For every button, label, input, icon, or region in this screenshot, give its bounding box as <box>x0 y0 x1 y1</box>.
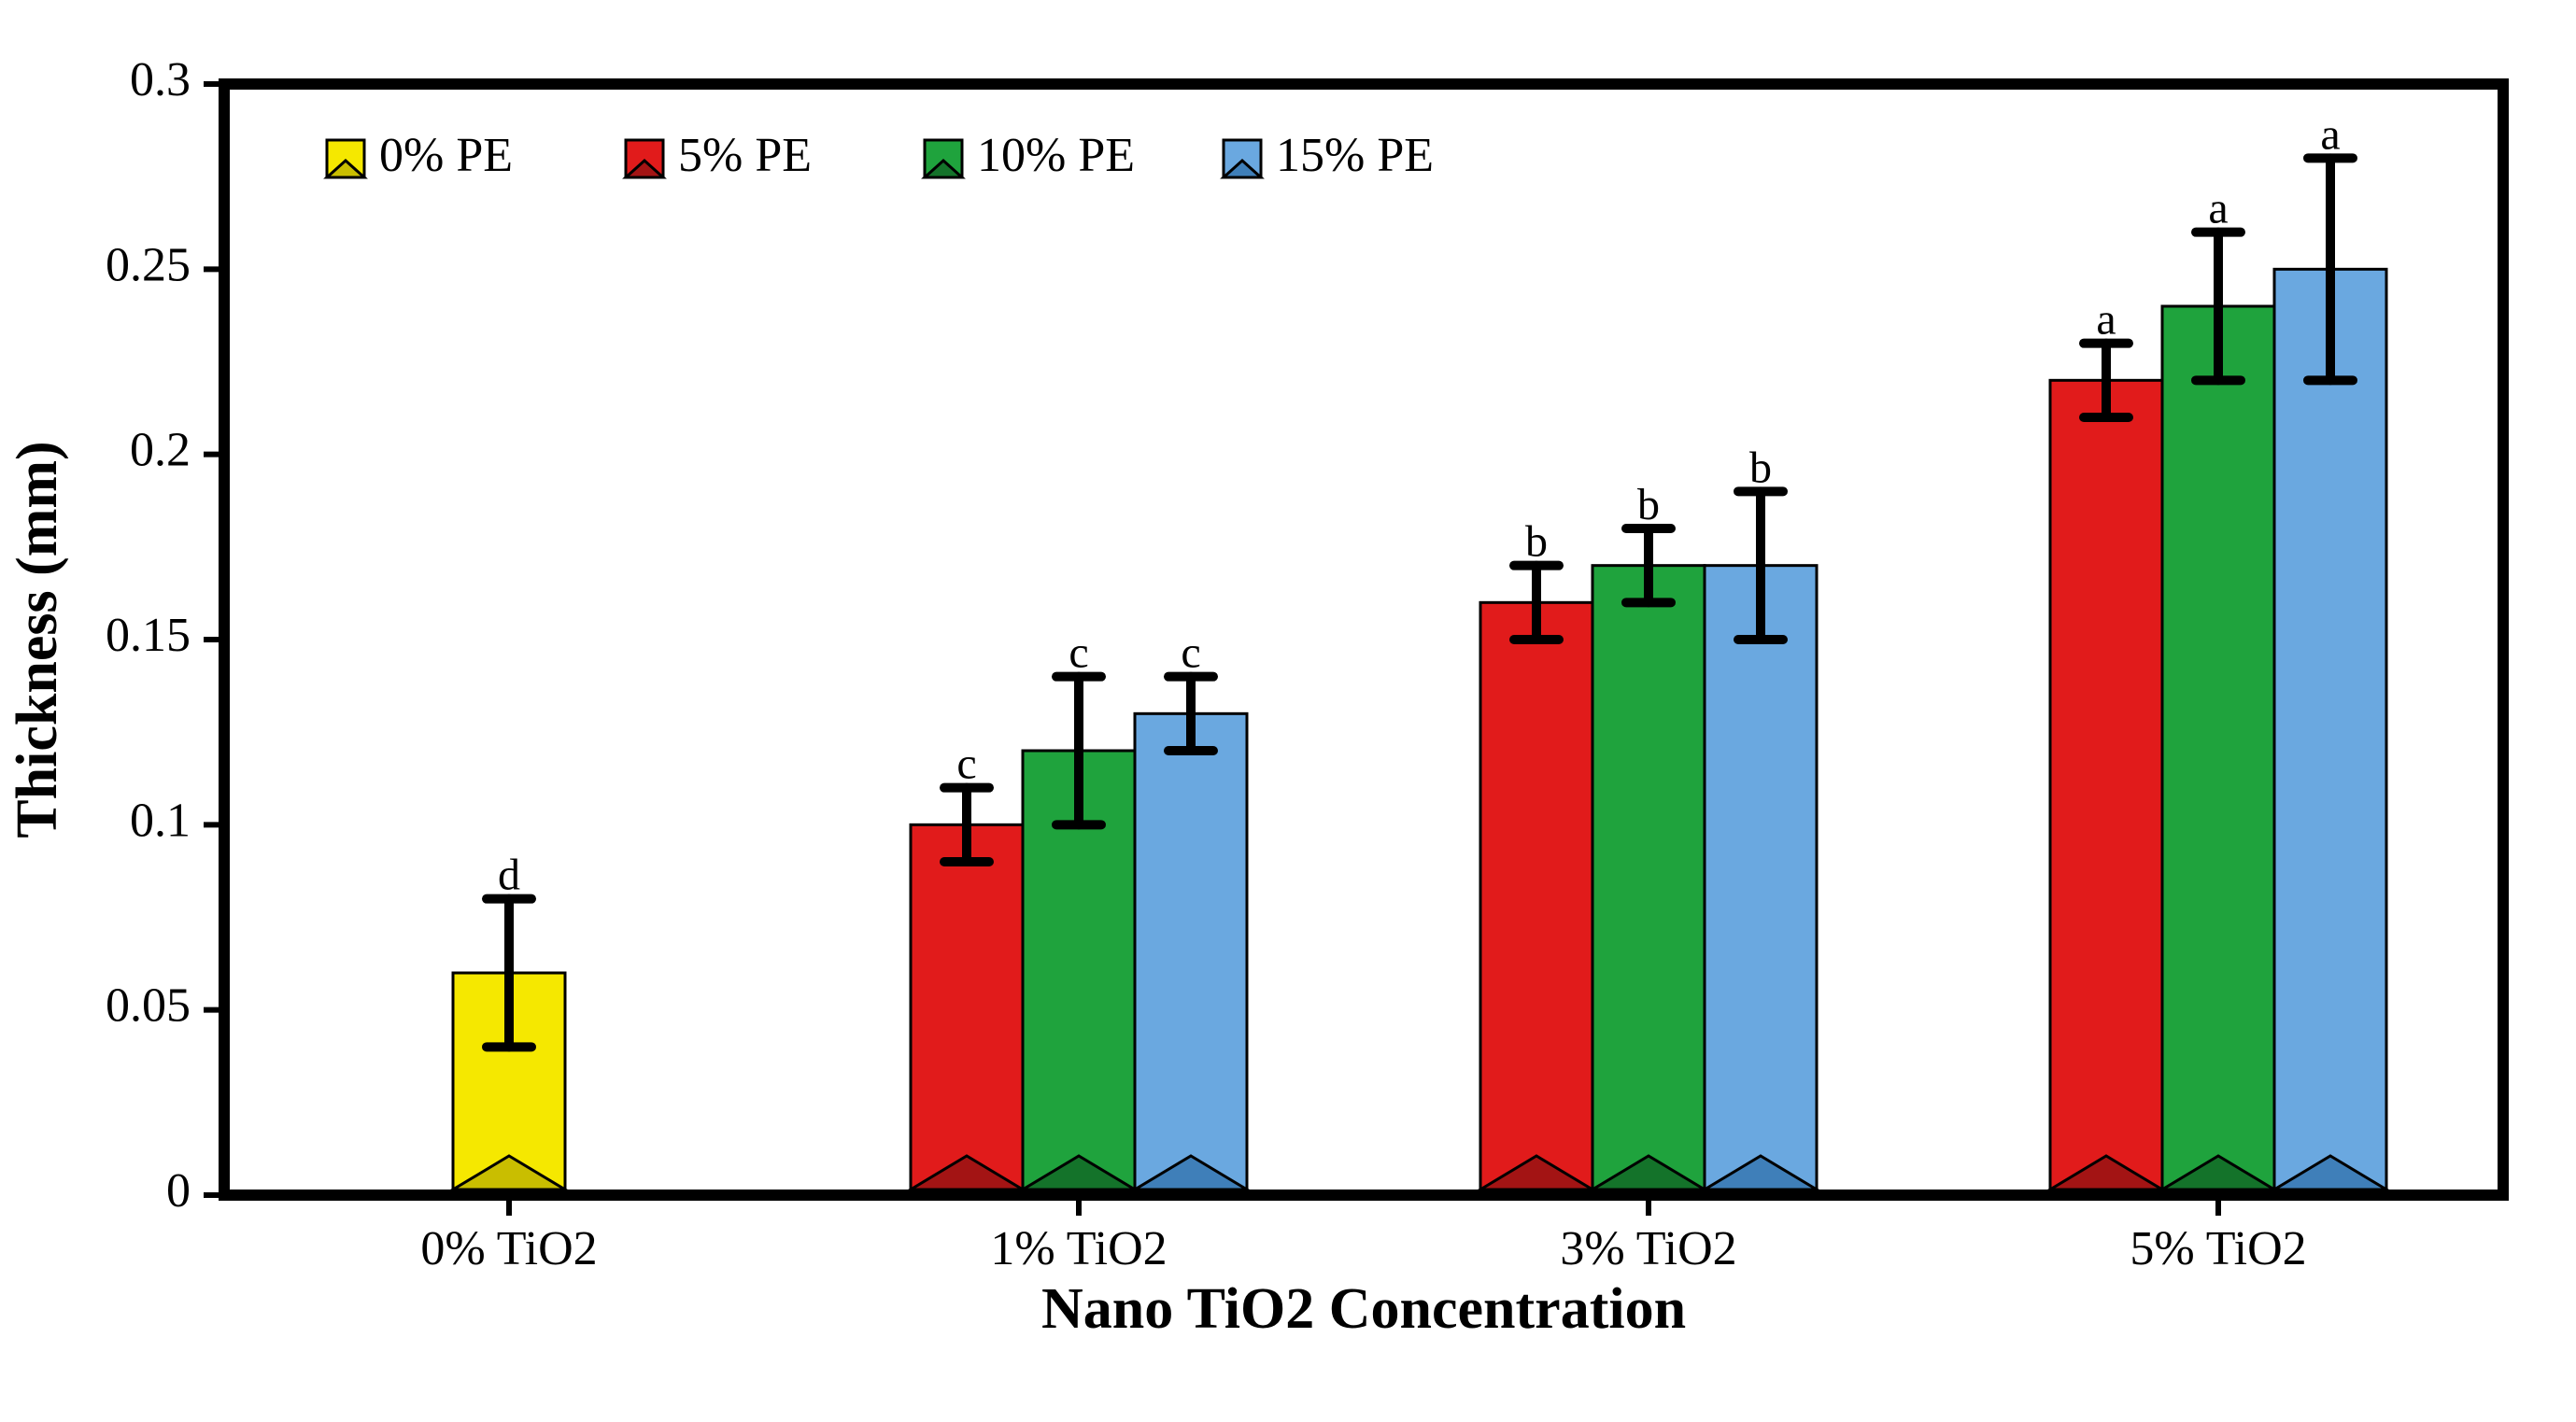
x-tick-label: 1% TiO2 <box>990 1222 1167 1275</box>
y-tick-label: 0.15 <box>106 609 191 662</box>
significance-label: c <box>1181 628 1200 678</box>
y-tick-label: 0.25 <box>106 238 191 291</box>
significance-label: d <box>498 851 520 900</box>
bar <box>1480 602 1592 1190</box>
bar <box>2050 380 2162 1190</box>
significance-label: a <box>2208 184 2228 233</box>
thickness-chart: 0 0.05 0.1 0.15 0.2 0.25 0.3 Thickness (mm) 0% T… <box>0 19 2576 1403</box>
bar <box>911 824 1023 1190</box>
significance-label: b <box>1749 443 1772 492</box>
y-tick-label: 0.1 <box>130 794 191 847</box>
legend-label: 10% PE <box>977 129 1135 182</box>
bar <box>2162 306 2274 1190</box>
x-tick-label: 5% TiO2 <box>2130 1222 2306 1275</box>
significance-label: c <box>1069 628 1088 678</box>
bar <box>1135 713 1247 1190</box>
legend-label: 0% PE <box>379 129 513 182</box>
x-tick-label: 3% TiO2 <box>1560 1222 1736 1275</box>
legend-label: 15% PE <box>1276 129 1434 182</box>
y-tick-label: 0 <box>166 1164 191 1218</box>
x-axis-title: Nano TiO2 Concentration <box>1041 1277 1686 1341</box>
y-tick-label: 0.3 <box>130 53 191 106</box>
y-tick-label: 0.05 <box>106 979 191 1033</box>
significance-label: c <box>956 739 976 789</box>
bar <box>1592 566 1705 1190</box>
legend-label: 5% PE <box>678 129 812 182</box>
bar <box>1705 566 1817 1190</box>
significance-label: b <box>1525 517 1548 567</box>
significance-label: a <box>2096 295 2116 345</box>
significance-label: b <box>1637 480 1660 529</box>
significance-label: a <box>2320 109 2340 159</box>
y-tick-label: 0.2 <box>130 424 191 477</box>
x-tick-label: 0% TiO2 <box>420 1222 597 1275</box>
y-axis-title: Thickness (mm) <box>6 441 69 838</box>
bar <box>2274 269 2386 1190</box>
